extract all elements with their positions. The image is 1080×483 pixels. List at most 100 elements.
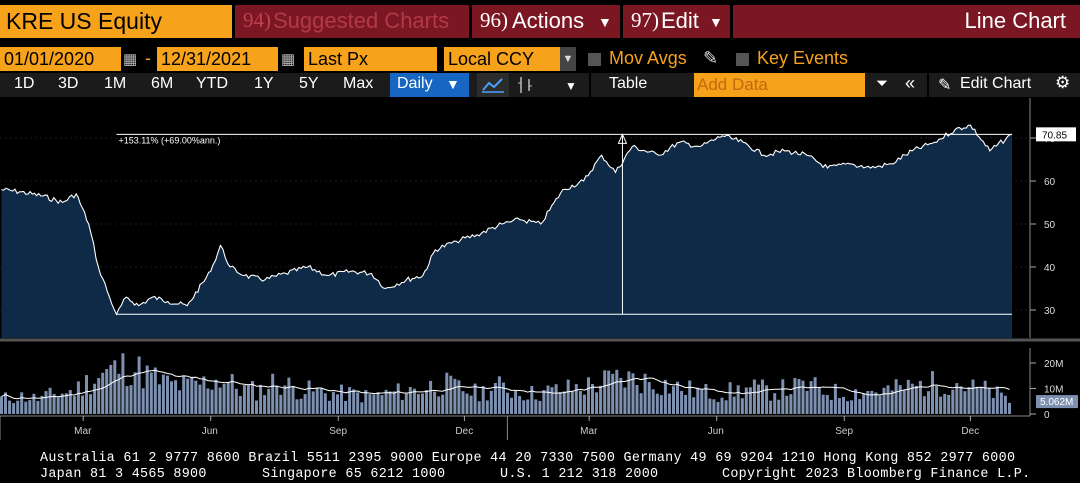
range-button-1y[interactable]: 1Y: [254, 75, 274, 92]
chevron-down-icon: ▼: [598, 14, 612, 30]
actions-button[interactable]: 96) Actions ▼: [472, 5, 620, 38]
volume-bar: [449, 375, 453, 414]
currency-dropdown-arrow[interactable]: ▼: [560, 47, 576, 71]
volume-bar: [376, 392, 380, 414]
range-button-6m[interactable]: 6M: [151, 75, 174, 92]
gear-icon[interactable]: ⚙: [1055, 73, 1071, 92]
volume-bar: [785, 395, 789, 414]
volume-bar: [906, 379, 910, 414]
volume-bar: [20, 392, 24, 414]
suggested-num: 94): [243, 8, 271, 32]
volume-bar: [627, 371, 631, 414]
collapse-icon[interactable]: «: [905, 73, 916, 93]
chart-area[interactable]: +153.11% (+69.00%ann.) 7060504030 70.85 …: [0, 98, 1080, 440]
volume-bar: [473, 383, 477, 414]
volume-bar: [388, 391, 392, 414]
security-ticker-field[interactable]: KRE US Equity: [0, 5, 232, 38]
calendar-icon[interactable]: ▦: [281, 51, 296, 68]
calendar-icon[interactable]: ▦: [123, 51, 138, 68]
range-button-3d[interactable]: 3D: [58, 75, 79, 92]
chevron-down-icon[interactable]: ▼: [565, 79, 577, 93]
volume-bar: [198, 384, 202, 414]
volume-bar: [182, 376, 186, 414]
volume-bar: [497, 376, 501, 414]
mov-avgs-checkbox[interactable]: [588, 53, 601, 66]
volume-bar: [740, 398, 744, 414]
volume-bar: [263, 395, 267, 414]
volume-bar: [311, 391, 315, 414]
time-tick-label: Sep: [329, 426, 347, 437]
edit-num: 97): [631, 8, 659, 32]
edit-chart-button[interactable]: Edit Chart: [960, 75, 1032, 92]
volume-bar: [935, 386, 939, 414]
volume-bar: [809, 381, 813, 414]
suggested-label: Suggested Charts: [273, 8, 450, 33]
volume-bar: [700, 389, 704, 414]
volume-bar: [408, 387, 412, 414]
volume-bar: [793, 378, 797, 414]
range-button-1m[interactable]: 1M: [104, 75, 127, 92]
end-date-field[interactable]: 12/31/2021: [157, 47, 278, 71]
volume-bar: [991, 397, 995, 414]
volume-bar: [52, 393, 56, 414]
volume-bar: [429, 380, 433, 414]
line-chart-icon[interactable]: [477, 73, 509, 97]
currency-selector[interactable]: Local CCY: [444, 47, 560, 71]
time-axis: MarJunSepDecMarJunSepDec20202021: [0, 415, 1030, 440]
key-events-checkbox[interactable]: [736, 53, 749, 66]
volume-bar: [291, 385, 295, 414]
volume-axis: 20M 10M 0: [1029, 348, 1063, 421]
mov-avgs-label: Mov Avgs: [609, 48, 687, 68]
volume-bar: [477, 401, 481, 414]
volume-bar: [663, 379, 667, 414]
ticker-text: KRE US Equity: [6, 8, 162, 34]
pencil-icon[interactable]: ✎: [703, 48, 719, 68]
price-area: [1, 125, 1012, 338]
volume-bar: [647, 382, 651, 414]
filter-icon[interactable]: ⏷: [876, 75, 889, 92]
volume-bar: [275, 385, 279, 414]
suggested-charts-button[interactable]: 94) Suggested Charts: [235, 5, 469, 38]
actions-label: Actions: [512, 8, 585, 33]
volume-bar: [32, 393, 36, 414]
edit-button[interactable]: 97) Edit ▼: [623, 5, 730, 38]
volume-bar: [101, 372, 105, 414]
volume-bar: [307, 380, 311, 414]
volume-bar: [149, 372, 153, 414]
volume-bar: [400, 399, 404, 414]
volume-bar: [157, 384, 161, 414]
price-tick-label: 60: [1044, 177, 1056, 188]
volume-bar: [8, 400, 12, 414]
chart-type-bar: Line Chart: [733, 5, 1080, 38]
actions-num: 96): [480, 8, 508, 32]
volume-bar: [384, 389, 388, 414]
field-selector[interactable]: Last Px: [304, 47, 437, 71]
range-button-1d[interactable]: 1D: [14, 75, 35, 92]
price-line: [1, 124, 1013, 316]
volume-bar: [12, 403, 16, 414]
range-button-ytd[interactable]: YTD: [196, 75, 228, 92]
volume-bar: [206, 388, 210, 414]
add-data-input[interactable]: Add Data: [694, 73, 865, 97]
volume-last-marker: 5.062M: [1036, 395, 1078, 409]
field-text: Last Px: [308, 49, 369, 69]
volume-bar: [862, 393, 866, 414]
volume-bar: [607, 370, 611, 414]
volume-bar: [728, 382, 732, 414]
start-date-field[interactable]: 01/01/2020: [0, 47, 121, 71]
frequency-selector[interactable]: Daily ▼: [390, 73, 469, 97]
volume-bar: [676, 381, 679, 414]
volume-bar: [635, 385, 639, 414]
volume-bar: [437, 396, 441, 414]
volume-bar: [704, 384, 708, 414]
range-button-5y[interactable]: 5Y: [299, 75, 319, 92]
toolbar: [0, 73, 1080, 97]
volume-bar: [902, 390, 906, 414]
volume-bar: [910, 383, 914, 414]
table-button[interactable]: Table: [609, 75, 648, 92]
range-button-max[interactable]: Max: [343, 75, 374, 92]
volume-bar: [109, 364, 113, 414]
volume-bar: [599, 385, 603, 414]
volume-bar: [214, 379, 218, 414]
candlestick-icon[interactable]: [511, 73, 541, 97]
